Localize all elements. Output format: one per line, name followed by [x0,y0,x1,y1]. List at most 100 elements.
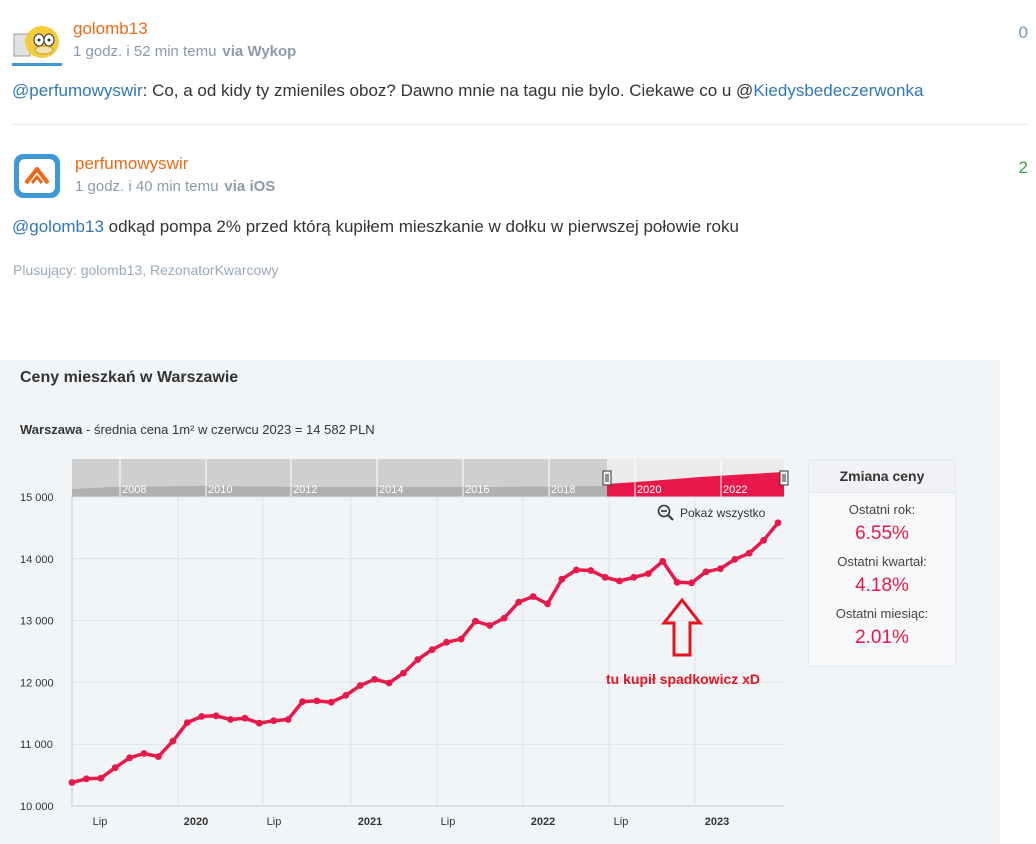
data-point[interactable] [774,519,782,527]
data-point[interactable] [702,568,710,576]
navigator-handle[interactable] [779,470,789,486]
navigator-selection[interactable] [607,472,784,497]
data-point[interactable] [371,675,378,683]
stats-label-quarter: Ostatni kwartał: [837,554,927,569]
stats-value-year: 6.55% [855,523,909,544]
navigator-handle[interactable] [602,470,612,486]
chart-panel: Ceny mieszkań w Warszawie Warszawa - śre… [0,360,1000,844]
mention-link[interactable]: @perfumowyswir [12,81,143,100]
data-point[interactable] [630,573,638,581]
price-change-panel: Zmiana ceny Ostatni rok: 6.55% Ostatni k… [808,459,956,667]
x-tick-label: Lip [267,816,282,828]
avatar[interactable] [12,16,62,66]
data-point[interactable] [472,617,479,625]
data-point[interactable] [126,754,133,762]
chart-subtitle-city: Warszawa [20,422,83,437]
data-point[interactable] [587,567,595,574]
data-point[interactable] [241,714,249,722]
data-point[interactable] [212,712,220,720]
data-point[interactable] [227,716,234,723]
comment-text: : Co, a od kidy ty zmieniles oboz? Dawno… [142,81,754,100]
data-point[interactable] [97,774,105,782]
chart-subtitle-text: - średnia cena 1m² w czerwcu 2023 = 14 5… [82,422,375,437]
vote-count: 2 [1018,158,1028,177]
data-point[interactable] [140,750,148,757]
navigator-year-label: 2016 [465,484,489,496]
data-point[interactable] [443,638,450,646]
data-point[interactable] [342,692,350,699]
data-point[interactable] [544,600,551,608]
data-point[interactable] [169,737,177,745]
data-point[interactable] [284,716,292,723]
comment-text: odkąd pompa 2% przed którą kupiłem miesz… [103,217,739,236]
data-point[interactable] [500,614,508,622]
mention-link[interactable]: @golomb13 [12,217,104,236]
data-point[interactable] [529,593,537,600]
stats-header: Zmiana ceny [809,460,955,493]
data-point[interactable] [572,566,580,574]
chart-subtitle: Warszawa - średnia cena 1m² w czerwcu 20… [20,422,375,437]
data-point[interactable] [400,669,407,677]
data-point[interactable] [255,719,263,727]
data-point[interactable] [68,779,76,786]
stats-label-year: Ostatni rok: [848,502,916,517]
data-point[interactable] [659,557,667,565]
voters-names[interactable]: golomb13, RezonatorKwarcowy [80,262,279,278]
data-point[interactable] [356,682,364,689]
navigator-year-label: 2022 [723,484,747,496]
data-point[interactable] [83,775,90,783]
chart-navigator[interactable]: 2008 2010 2012 2014 2016 2018 2020 2022 [72,459,789,497]
data-point[interactable] [198,713,206,720]
data-point[interactable] [327,698,335,706]
vote-count: 0 [1018,23,1028,42]
data-point[interactable] [313,697,321,705]
x-tick-label: 2023 [705,816,729,828]
show-all-button[interactable]: Pokaż wszystko [657,504,766,521]
data-point[interactable] [155,753,162,760]
data-point[interactable] [299,698,306,705]
comment-divider [12,124,1028,125]
navigator-year-label: 2012 [293,484,317,496]
data-point[interactable] [270,717,278,725]
data-point[interactable] [644,570,652,577]
price-line-chart: 2008 2010 2012 2014 2016 2018 2020 2022 10 0001… [20,459,789,828]
chart-title: Ceny mieszkań w Warszawie [20,369,239,386]
data-point[interactable] [717,565,724,573]
data-point[interactable] [745,549,753,557]
data-point[interactable] [601,573,609,581]
y-axis: 10 000 11 000 12 000 13 000 14 000 15 000 [20,492,54,813]
data-point[interactable] [558,575,566,583]
avatar[interactable] [12,152,62,202]
data-point[interactable] [515,598,523,606]
voters-label: Plusujący: [13,262,77,278]
navigator-year-label: 2014 [379,484,403,496]
navigator-year-label: 2008 [122,484,146,496]
comment-author[interactable]: perfumowyswir [75,154,189,173]
data-point[interactable] [731,556,739,563]
data-point[interactable] [414,656,422,663]
data-point[interactable] [111,764,119,772]
psyduck-avatar-icon [12,16,62,66]
y-tick-label: 14 000 [20,554,54,566]
comment-meta: 1 godz. i 40 min temu via iOS [75,178,275,195]
chart-grid [71,496,784,807]
data-point[interactable] [688,579,695,587]
comment-golomb13: golomb13 1 godz. i 52 min temu via Wykop … [0,0,1036,124]
data-point[interactable] [486,622,494,629]
data-point[interactable] [760,536,767,544]
data-point[interactable] [385,679,393,687]
y-tick-label: 10 000 [20,801,54,813]
data-point[interactable] [616,577,623,585]
data-point[interactable] [457,635,465,643]
show-all-label: Pokaż wszystko [680,506,766,520]
mention-link[interactable]: Kiedysbedeczerwonka [753,81,924,100]
comment-author[interactable]: golomb13 [73,19,148,38]
app-logo-avatar-icon [14,154,60,198]
data-point[interactable] [673,578,681,586]
chart-annotation: tu kupił spadkowicz xD [606,671,760,687]
data-point[interactable] [428,646,436,653]
y-tick-label: 12 000 [20,677,54,689]
data-point[interactable] [183,719,191,726]
navigator-year-label: 2020 [637,484,661,496]
x-tick-label: Lip [441,816,456,828]
